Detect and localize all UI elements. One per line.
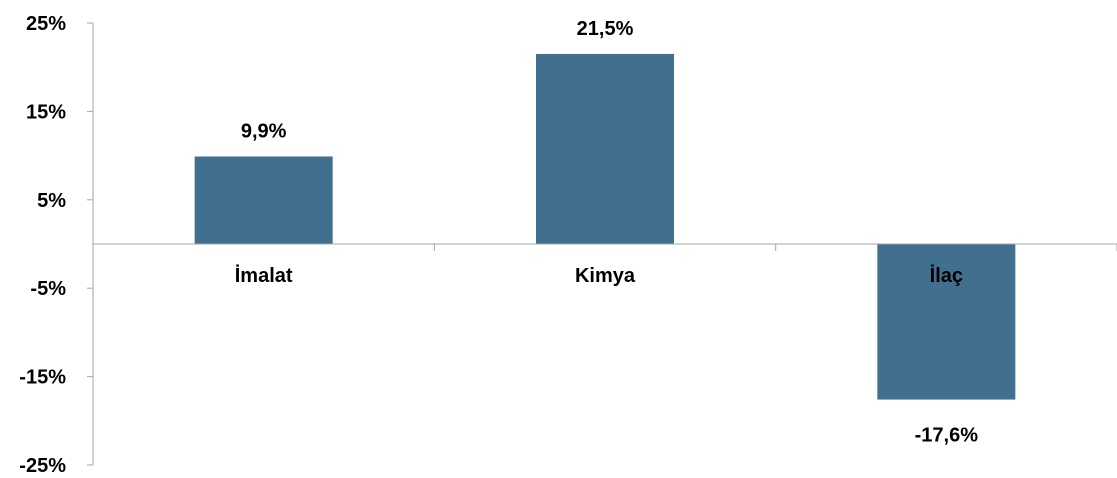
y-tick-label: -25% (19, 455, 66, 477)
bar-2 (536, 53, 674, 244)
category-label: İlaç (930, 264, 963, 287)
y-tick-label: 5% (37, 190, 66, 212)
y-tick-label: 15% (26, 101, 66, 123)
category-label: İmalat (235, 264, 293, 287)
data-label: 9,9% (241, 120, 287, 142)
bar-1 (194, 156, 333, 244)
y-tick-label: -15% (19, 367, 66, 389)
data-label: 21,5% (577, 18, 634, 40)
labels: İmalat 9,9% Kimya 21,5% İlaç -17,6% (235, 18, 978, 447)
y-tick-label: -5% (30, 278, 66, 300)
y-axis: 25% 15% 5% -5% -15% -25% (19, 13, 94, 477)
data-label: -17,6% (915, 425, 979, 447)
y-tick-label: 25% (26, 13, 66, 35)
category-axis (93, 243, 1117, 251)
bars (194, 53, 1016, 400)
bar-3 (877, 244, 1016, 400)
category-label: Kimya (575, 265, 636, 287)
